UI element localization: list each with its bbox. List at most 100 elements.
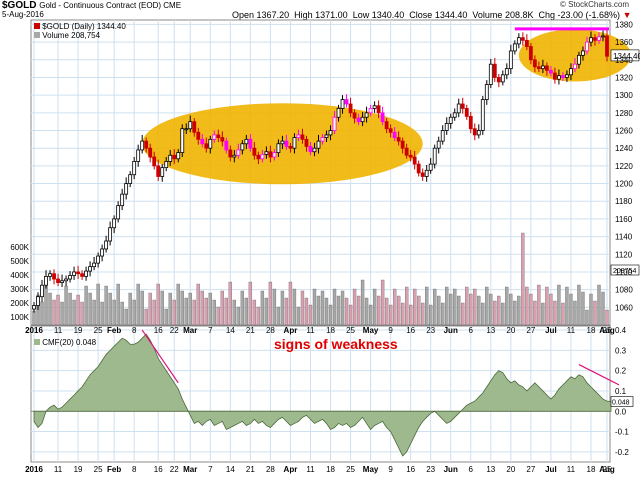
candle-body [276, 143, 281, 154]
cmf-x-tick-label: 25 [603, 465, 612, 474]
candle-body [460, 103, 465, 109]
candle-body [284, 140, 289, 147]
cmf-area [33, 333, 612, 457]
candle-body [581, 50, 585, 56]
candle-body [484, 84, 489, 100]
volume-bar [392, 288, 397, 326]
volume-bar [48, 292, 52, 326]
candle-body [376, 105, 381, 114]
volume-bar [593, 300, 597, 326]
volume-legend-text: Volume 208,754 [42, 31, 101, 40]
volume-bar [565, 286, 569, 326]
volume-bar [136, 283, 140, 326]
volume-tick-label: 300K [10, 285, 29, 294]
candle-body [108, 227, 113, 242]
candle-body [304, 138, 309, 147]
candle-body [288, 146, 293, 149]
candle-body [196, 131, 201, 140]
volume-bar [396, 295, 401, 326]
price-x-tick-label: 22 [170, 326, 179, 335]
volume-bar [360, 279, 365, 326]
volume-bar [400, 302, 405, 326]
volume-bar [525, 286, 529, 326]
volume-bar [553, 300, 557, 326]
price-tick-label: 1120 [615, 250, 633, 259]
cmf-x-tick-label: 16 [406, 465, 415, 474]
candle-body [396, 137, 401, 142]
price-x-tick-label: Feb [107, 326, 121, 335]
chg-value: -23.00 (-1.68%) [557, 10, 621, 20]
candle-body [605, 35, 609, 57]
volume-bar [292, 288, 297, 326]
candle-body [44, 275, 48, 286]
candle-body [112, 218, 117, 229]
high-value: 1371.00 [315, 10, 348, 20]
price-x-tick-label: 25 [346, 326, 355, 335]
volume-bar [300, 290, 305, 326]
cmf-x-tick-label: 20 [506, 465, 515, 474]
volume-bar [376, 295, 381, 326]
candle-body [332, 116, 337, 131]
candle-body [128, 174, 133, 184]
weakness-trendline-2 [578, 364, 620, 386]
volume-bar [144, 308, 148, 326]
candle-body [120, 193, 125, 207]
volume-bar [304, 297, 309, 326]
candle-body [184, 128, 189, 131]
candle-body [472, 128, 477, 136]
candle-body [324, 134, 329, 138]
candle-body [248, 138, 253, 149]
cmf-x-tick-label: 25 [346, 465, 355, 474]
candle-body [76, 271, 80, 275]
price-x-tick-label: 27 [526, 326, 535, 335]
date-label: 5-Aug-2016 [2, 10, 44, 19]
price-x-tick-label: Jun [444, 326, 458, 335]
candle-body [356, 117, 361, 123]
price-x-tick-label: 11 [54, 326, 63, 335]
candle-body [200, 138, 205, 145]
price-tick-label: 1080 [615, 286, 633, 295]
volume-bar [585, 309, 589, 326]
candle-body [388, 128, 393, 133]
volume-bar [96, 283, 100, 326]
volume-bar [601, 291, 605, 326]
volume-legend-swatch [34, 32, 40, 38]
candle-body [496, 77, 501, 83]
volume-bar [597, 284, 601, 326]
weakness-trendline-1 [141, 329, 179, 384]
candle-body [124, 183, 129, 195]
cmf-x-tick-label: May [363, 465, 379, 474]
brand-watermark: © StockCharts.com [560, 0, 630, 9]
cmf-x-tick-label: 6 [469, 465, 474, 474]
volume-bar [465, 286, 469, 326]
last-volume-box [610, 264, 640, 276]
cmf-tick-label: 0.4 [615, 326, 627, 335]
candle-body [132, 161, 137, 176]
volume-bar [160, 290, 164, 326]
cmf-x-tick-label: 16 [154, 465, 163, 474]
volume-bar [84, 285, 88, 326]
candle-body [540, 65, 545, 70]
volume-bar [441, 302, 445, 326]
candle-body [561, 75, 565, 78]
volume-bar [40, 301, 44, 326]
open-label: Open [232, 10, 255, 20]
volume-value: 208.8K [504, 10, 534, 20]
candle-body [420, 172, 425, 177]
volume-bar [388, 304, 393, 326]
price-legend-text: $GOLD (Daily) 1344.40 [42, 22, 126, 31]
volume-bar [296, 306, 301, 326]
candle-body [236, 149, 241, 156]
candle-body [380, 112, 385, 123]
volume-bar [240, 290, 245, 326]
price-x-tick-label: 21 [246, 326, 255, 335]
volume-bar [457, 295, 461, 326]
candle-body [536, 66, 541, 70]
volume-bar [352, 288, 357, 326]
candle-body [440, 130, 445, 142]
candle-body [84, 270, 88, 277]
candle-body [352, 112, 357, 119]
cmf-x-tick-label: 13 [486, 465, 495, 474]
cmf-x-tick-label: 22 [170, 465, 179, 474]
volume-bar [32, 310, 36, 326]
